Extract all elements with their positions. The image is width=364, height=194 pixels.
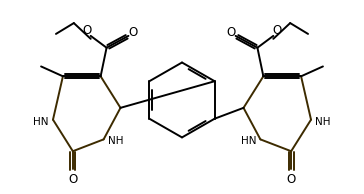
Text: HN: HN [33,117,49,127]
Text: O: O [273,24,282,37]
Text: O: O [129,26,138,39]
Text: O: O [226,26,235,39]
Text: NH: NH [315,117,331,127]
Text: O: O [68,173,78,186]
Text: O: O [82,24,91,37]
Text: NH: NH [108,136,123,146]
Text: O: O [286,173,296,186]
Text: HN: HN [241,136,256,146]
